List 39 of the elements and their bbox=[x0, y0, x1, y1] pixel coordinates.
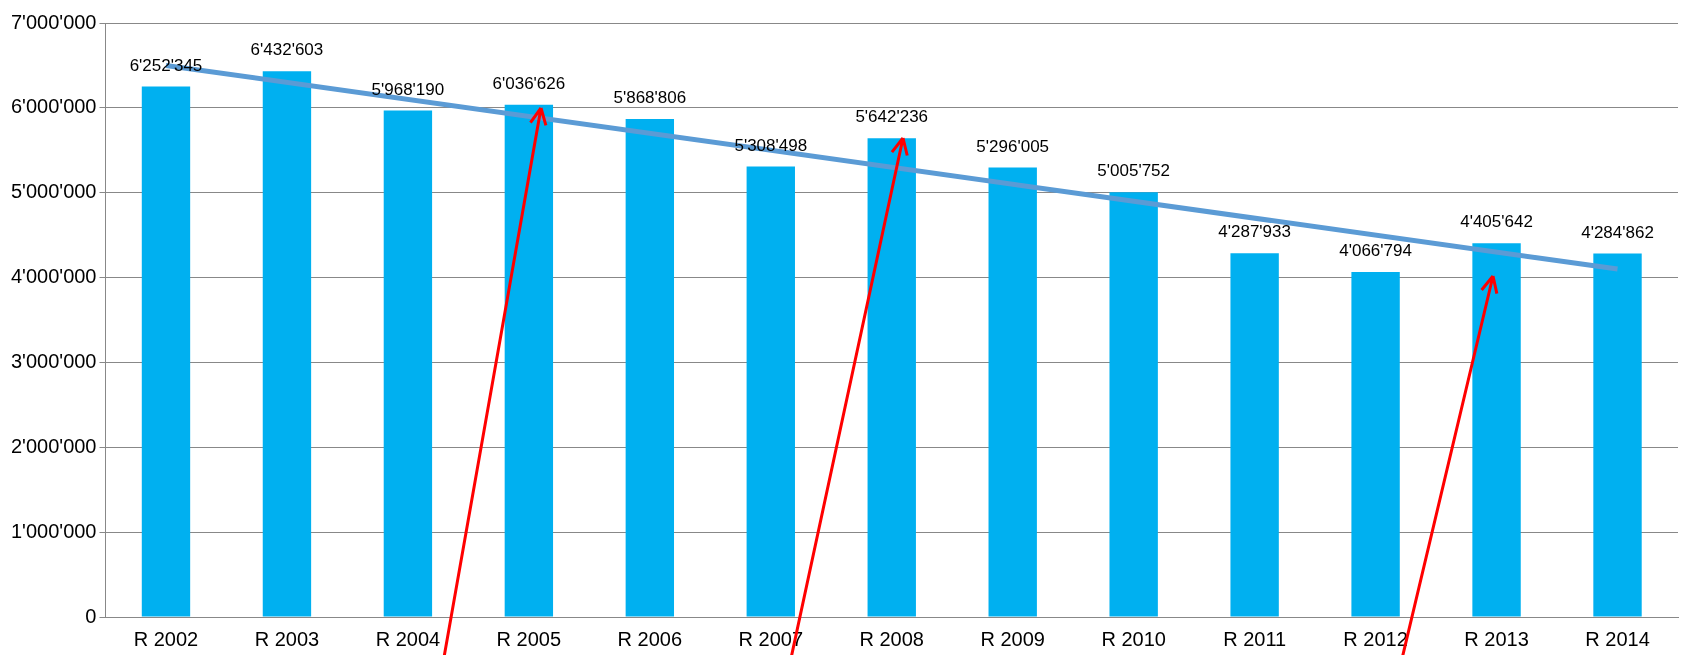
data-label: 6'036'626 bbox=[492, 73, 566, 93]
x-tick-label: R 2004 bbox=[375, 627, 441, 650]
data-label: 4'287'933 bbox=[1218, 222, 1291, 242]
bar bbox=[262, 71, 312, 617]
data-label: 4'284'862 bbox=[1581, 222, 1654, 242]
y-tick-label: 6'000'000 bbox=[11, 95, 97, 118]
y-tick-label: 0 bbox=[85, 604, 97, 627]
data-label: 5'005'752 bbox=[1097, 161, 1171, 181]
x-tick-label: R 2006 bbox=[617, 627, 683, 650]
bar bbox=[1593, 253, 1642, 617]
data-label: 6'432'603 bbox=[250, 40, 324, 60]
data-label: 5'968'190 bbox=[371, 79, 445, 99]
y-tick-label: 2'000'000 bbox=[11, 434, 97, 457]
data-label: 4'405'642 bbox=[1460, 212, 1533, 232]
y-tick-label: 3'000'000 bbox=[11, 349, 97, 372]
x-tick-label: R 2003 bbox=[254, 627, 320, 650]
x-tick-label: R 2005 bbox=[496, 627, 562, 650]
data-label: 5'642'236 bbox=[855, 107, 929, 127]
data-label: 6'252'345 bbox=[129, 55, 203, 75]
bar bbox=[988, 167, 1037, 617]
bar bbox=[383, 110, 433, 617]
y-tick-label: 7'000'000 bbox=[11, 10, 97, 33]
bar bbox=[1109, 192, 1158, 617]
x-tick-label: R 2010 bbox=[1101, 627, 1166, 650]
data-label: 5'868'806 bbox=[613, 88, 687, 108]
y-tick-label: 4'000'000 bbox=[11, 265, 97, 288]
y-tick-label: 5'000'000 bbox=[11, 180, 97, 203]
x-tick-label: R 2011 bbox=[1223, 627, 1287, 650]
x-tick-label: R 2002 bbox=[133, 627, 199, 650]
data-label: 5'296'005 bbox=[976, 136, 1050, 156]
data-label: 4'066'794 bbox=[1339, 241, 1412, 261]
x-tick-label: R 2013 bbox=[1464, 627, 1529, 650]
bar bbox=[141, 86, 191, 617]
x-tick-label: R 2014 bbox=[1585, 627, 1650, 650]
x-tick-label: R 2009 bbox=[980, 627, 1045, 650]
bar bbox=[1230, 253, 1279, 617]
x-tick-label: R 2008 bbox=[859, 627, 924, 650]
y-tick-label: 1'000'000 bbox=[11, 519, 97, 542]
bar bbox=[625, 118, 675, 617]
